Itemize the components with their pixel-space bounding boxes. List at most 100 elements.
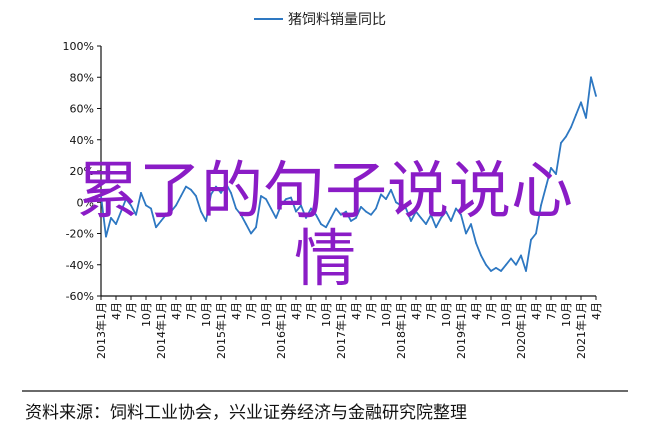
data-point: [455, 207, 457, 210]
y-tick-label: -40%: [66, 259, 94, 272]
data-point: [430, 213, 432, 216]
x-tick-label: 2020年1月: [514, 302, 528, 359]
data-point: [530, 238, 532, 241]
y-tick-label: 40%: [70, 134, 94, 147]
x-tick-label: 4月: [290, 302, 303, 320]
data-point: [535, 232, 537, 235]
data-point: [165, 213, 167, 216]
series-line-猪饲料销量同比: [100, 76, 597, 272]
x-tick-label: 10月: [260, 302, 273, 327]
x-tick-label: 4月: [110, 302, 123, 320]
data-point: [380, 193, 382, 196]
x-tick-label: 4月: [530, 302, 543, 320]
data-point: [275, 216, 277, 219]
data-point: [295, 210, 297, 213]
y-tick-label: 0%: [77, 196, 94, 209]
data-point: [400, 204, 402, 207]
y-tick-label: 80%: [70, 71, 94, 84]
data-point: [515, 263, 517, 266]
data-point: [490, 270, 492, 272]
data-point: [460, 213, 462, 216]
y-tick-label: 100%: [63, 40, 94, 53]
data-point: [395, 201, 397, 204]
y-tick-label: -20%: [66, 228, 94, 241]
data-point: [220, 191, 222, 194]
data-point: [555, 173, 557, 176]
x-tick-label: 4月: [170, 302, 183, 320]
data-point: [545, 185, 547, 188]
data-point: [365, 210, 367, 213]
data-point: [235, 207, 237, 210]
data-point: [440, 216, 442, 219]
data-point: [255, 226, 257, 229]
data-point: [575, 113, 577, 116]
data-point: [375, 207, 377, 210]
data-point: [550, 166, 552, 169]
data-point: [425, 223, 427, 226]
x-tick-label: 10月: [500, 302, 513, 327]
x-tick-label: 2013年1月: [94, 302, 108, 359]
data-point: [410, 220, 412, 222]
data-point: [240, 213, 242, 216]
x-tick-label: 2015年1月: [214, 302, 228, 359]
data-point: [510, 257, 512, 260]
x-tick-label: 10月: [200, 302, 213, 327]
data-point: [405, 207, 407, 210]
x-tick-label: 7月: [185, 302, 198, 320]
data-point: [110, 216, 112, 219]
x-tick-label: 10月: [560, 302, 573, 327]
data-point: [470, 223, 472, 226]
data-point: [310, 207, 312, 210]
data-point: [450, 220, 452, 222]
data-point: [595, 95, 597, 97]
data-point: [335, 207, 337, 210]
data-point: [355, 216, 357, 219]
data-point: [230, 191, 232, 194]
x-tick-label: 2021年1月: [574, 302, 588, 359]
x-axis: 2013年1月 4月 7月 10月 2014年1月 4月 7月 10月 2015年1月 4月 7月 1…: [94, 295, 603, 359]
data-point: [315, 213, 317, 216]
data-point: [300, 204, 302, 207]
x-tick-label: 7月: [245, 302, 258, 320]
data-point: [330, 216, 332, 219]
data-point: [475, 241, 477, 244]
series-layer: [100, 76, 597, 272]
x-tick-label: 10月: [140, 302, 153, 327]
data-point: [590, 76, 592, 79]
x-tick-label: 7月: [545, 302, 558, 320]
x-tick-label: 4月: [350, 302, 363, 320]
data-point: [215, 185, 217, 188]
x-tick-label: 7月: [425, 302, 438, 320]
x-tick-label: 7月: [365, 302, 378, 320]
data-point: [250, 232, 252, 235]
x-tick-label: 7月: [305, 302, 318, 320]
data-point: [120, 210, 122, 213]
data-point: [505, 263, 507, 266]
data-point: [130, 204, 132, 207]
y-tick-label: -60%: [66, 290, 94, 303]
data-point: [320, 223, 322, 226]
data-point: [420, 216, 422, 219]
x-tick-label: 7月: [125, 302, 138, 320]
data-point: [225, 182, 227, 185]
x-tick-label: 4月: [410, 302, 423, 320]
source-note: 资料来源：饲料工业协会，兴业证券经济与金融研究院整理: [25, 403, 467, 423]
data-point: [350, 220, 352, 222]
x-tick-label: 2017年1月: [334, 302, 348, 359]
data-point: [280, 204, 282, 207]
data-point: [385, 198, 387, 201]
data-point: [540, 204, 542, 207]
x-tick-label: 10月: [380, 302, 393, 327]
data-point: [135, 213, 137, 216]
data-point: [190, 188, 192, 191]
data-point: [160, 220, 162, 222]
data-point: [520, 254, 522, 257]
data-point: [125, 198, 127, 201]
x-tick-label: 2019年1月: [454, 302, 468, 359]
y-tick-label: 60%: [70, 103, 94, 116]
data-point: [155, 226, 157, 229]
data-point: [305, 216, 307, 219]
x-tick-label: 7月: [485, 302, 498, 320]
y-axis: -60% -40% -20% 0% 20% 40% 60% 80% 100%: [63, 40, 102, 303]
data-point: [285, 198, 287, 201]
